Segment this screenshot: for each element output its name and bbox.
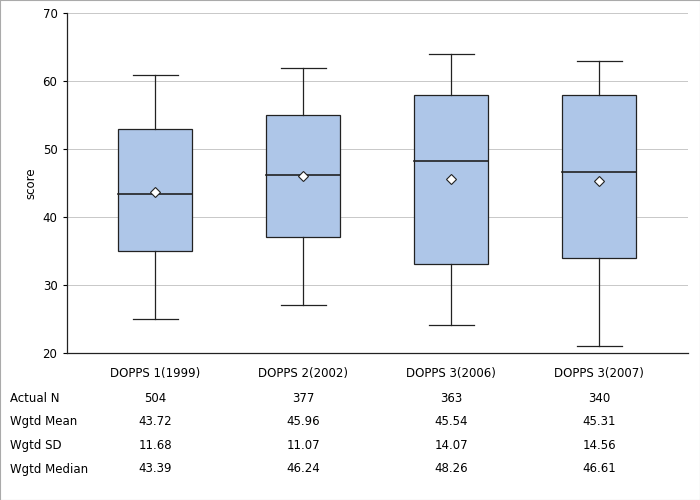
Bar (266, 115, 340, 237)
Text: 45.96: 45.96 (286, 415, 320, 428)
Text: 45.31: 45.31 (582, 415, 616, 428)
Text: Wgtd Median: Wgtd Median (10, 462, 89, 475)
Text: 377: 377 (292, 392, 314, 406)
Text: 11.07: 11.07 (286, 439, 320, 452)
Bar (562, 95, 636, 258)
Text: 46.61: 46.61 (582, 462, 616, 475)
Text: 46.24: 46.24 (286, 462, 320, 475)
Text: 14.07: 14.07 (435, 439, 468, 452)
Text: DOPPS 3(2007): DOPPS 3(2007) (554, 368, 644, 380)
Text: Actual N: Actual N (10, 392, 60, 406)
Text: DOPPS 1(1999): DOPPS 1(1999) (110, 368, 200, 380)
Bar (118, 129, 192, 251)
Text: 43.72: 43.72 (139, 415, 172, 428)
Text: Wgtd SD: Wgtd SD (10, 439, 62, 452)
Text: 45.54: 45.54 (435, 415, 468, 428)
Text: DOPPS 2(2002): DOPPS 2(2002) (258, 368, 349, 380)
Y-axis label: score: score (24, 167, 37, 199)
Text: 363: 363 (440, 392, 463, 406)
Text: 14.56: 14.56 (582, 439, 616, 452)
Text: 504: 504 (144, 392, 167, 406)
Text: 340: 340 (588, 392, 610, 406)
Text: 48.26: 48.26 (435, 462, 468, 475)
Text: 43.39: 43.39 (139, 462, 172, 475)
Text: 11.68: 11.68 (139, 439, 172, 452)
Text: Wgtd Mean: Wgtd Mean (10, 415, 78, 428)
Text: DOPPS 3(2006): DOPPS 3(2006) (407, 368, 496, 380)
Bar (414, 95, 489, 264)
